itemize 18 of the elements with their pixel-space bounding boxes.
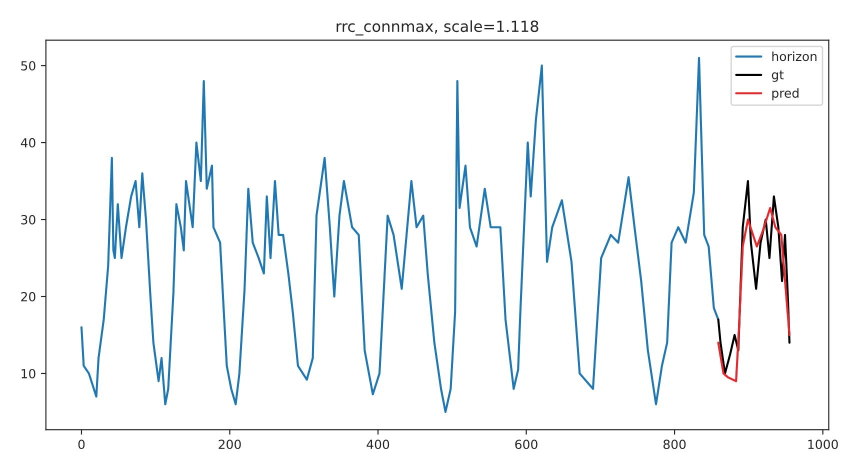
chart-title: rrc_connmax, scale=1.118 [336,20,538,36]
y-tick-label: 30 [21,215,36,224]
y-tick-label: 50 [21,61,36,71]
x-tick-label: 400 [366,440,390,450]
y-tick-label: 40 [20,138,36,148]
x-tick-label: 800 [663,440,686,450]
legend-label: horizon [772,51,816,62]
x-tick-label: 600 [515,440,538,450]
line-series [717,206,791,382]
y-tick-label: 10 [22,368,36,378]
line-series [80,56,720,413]
legend-label: gt [772,70,784,82]
y-tick-label: 20 [21,292,36,302]
line-series [717,180,791,375]
x-tick-label: 1000 [808,440,838,450]
x-tick-label: 200 [218,440,241,450]
legend-label: pred [772,88,798,100]
x-tick-label: 0 [78,440,85,450]
